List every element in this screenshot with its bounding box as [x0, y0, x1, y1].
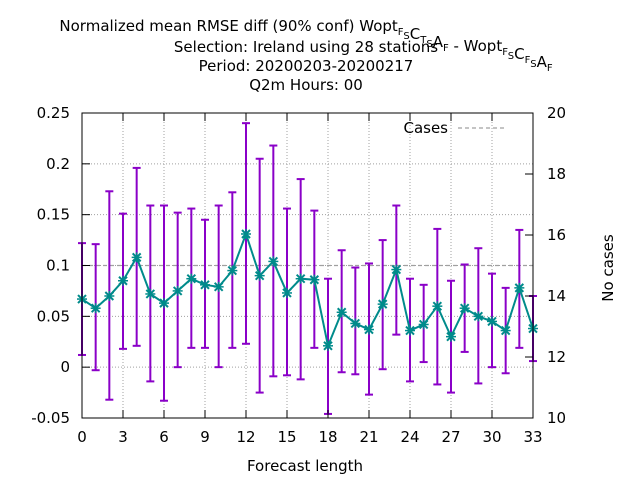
x-tick-label: 15 [277, 428, 296, 446]
y-tick-label: 0.2 [46, 155, 70, 173]
axes: 0 3 6 9 12 15 18 21 24 27 30 33 -0.05 0 0.05 0.1 0.15 0.2… [31, 104, 566, 446]
data-point [336, 307, 347, 318]
title-line-4: Q2m Hours: 00 [249, 76, 363, 94]
x-tick-label: 6 [159, 428, 169, 446]
title-line-1: Normalized mean RMSE diff (90% conf) Wop… [59, 17, 552, 74]
data-point [487, 316, 497, 327]
y-tick-label: -0.05 [31, 409, 70, 427]
data-point [186, 273, 197, 284]
data-point [418, 319, 429, 330]
data-point [295, 273, 306, 284]
data-point [159, 298, 169, 309]
grid [82, 113, 533, 418]
data-point [227, 265, 238, 276]
y2-tick-label: 10 [547, 409, 566, 427]
x-tick-label: 12 [236, 428, 255, 446]
y-tick-label: 0.05 [37, 307, 70, 325]
data-point [446, 331, 456, 342]
legend: Cases [403, 119, 506, 137]
data-series [77, 228, 538, 351]
y-tick-label: 0.25 [37, 104, 70, 122]
data-point [200, 279, 210, 290]
x-tick-label: 9 [200, 428, 210, 446]
y2-axis-label: No cases [599, 234, 617, 302]
x-tick-label: 27 [441, 428, 460, 446]
y2-tick-label: 18 [547, 165, 566, 183]
y2-tick-label: 20 [547, 104, 566, 122]
data-point [514, 282, 525, 293]
data-point [473, 311, 484, 322]
data-point [309, 274, 320, 285]
data-point [282, 287, 292, 298]
x-tick-label: 30 [482, 428, 501, 446]
title-line-2: Selection: Ireland using 28 stations [174, 38, 438, 56]
error-bars [78, 122, 537, 415]
legend-label: Cases [403, 119, 448, 137]
title-line-3: Period: 20200203-20200217 [199, 57, 414, 75]
data-point [254, 270, 265, 281]
x-tick-label: 3 [118, 428, 128, 446]
data-point [90, 303, 101, 314]
data-point [172, 285, 183, 296]
data-point [364, 324, 374, 335]
data-point [350, 318, 361, 329]
data-point [104, 291, 115, 301]
x-axis-label: Forecast length [247, 457, 363, 475]
data-point [145, 288, 156, 299]
x-tick-label: 33 [523, 428, 542, 446]
x-tick-label: 0 [77, 428, 87, 446]
data-point [241, 228, 251, 239]
x-tick-label: 24 [400, 428, 419, 446]
chart-title: Normalized mean RMSE diff (90% conf) Wop… [59, 17, 552, 94]
data-point [268, 256, 279, 267]
y-tick-label: 0.15 [37, 206, 70, 224]
y-tick-label: 0 [60, 358, 70, 376]
data-point [131, 252, 142, 263]
data-point [118, 275, 128, 286]
y2-tick-label: 12 [547, 348, 566, 366]
data-point [323, 340, 333, 351]
y2-tick-label: 14 [547, 287, 566, 305]
x-tick-label: 21 [359, 428, 378, 446]
data-point [213, 281, 224, 292]
data-point [459, 303, 470, 314]
y-tick-label: 0.1 [46, 257, 70, 275]
data-point [391, 264, 402, 275]
series-line [81, 230, 534, 350]
data-point [500, 325, 511, 336]
data-point [432, 301, 443, 312]
y2-tick-label: 16 [547, 226, 566, 244]
data-point [405, 325, 415, 336]
x-tick-label: 18 [318, 428, 337, 446]
data-point [377, 299, 388, 310]
